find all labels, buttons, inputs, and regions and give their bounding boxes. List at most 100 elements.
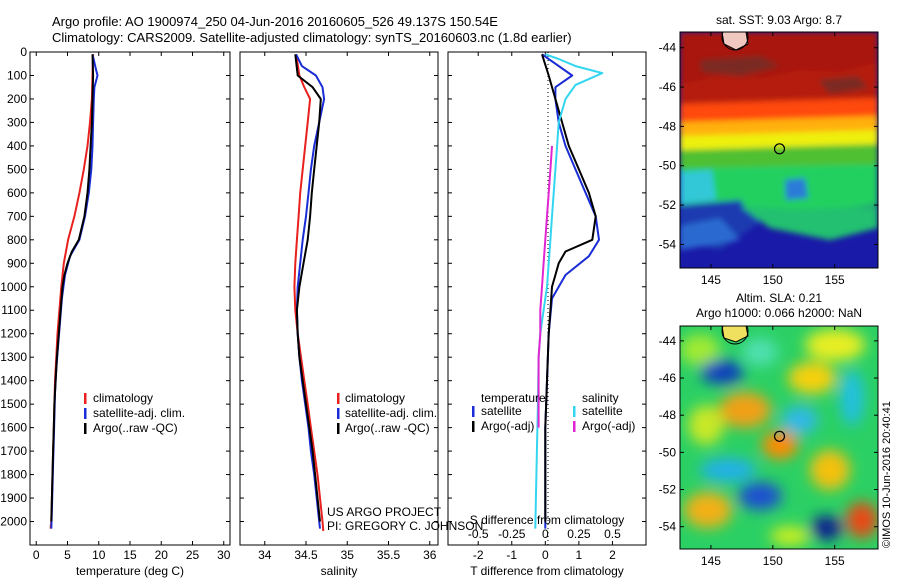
depth-tick-label: 500 bbox=[7, 162, 27, 176]
latitude-tick-label: -52 bbox=[659, 483, 677, 497]
legend-title-temperature: temperature bbox=[481, 391, 546, 405]
longitude-tick-label: 155 bbox=[825, 273, 845, 287]
x-tick-label: 30 bbox=[217, 548, 231, 562]
sst-map-axis-ticks: 145 150 155 -44 -46 -48 -50 -52 -54 bbox=[659, 32, 878, 287]
figure-title-line2: Climatology: CARS2009. Satellite-adjuste… bbox=[52, 30, 572, 45]
legend-label-climatology: climatology bbox=[93, 391, 153, 405]
series-line-argo-raw-qc bbox=[294, 54, 322, 522]
imos-credit: ©IMOS 10-Jun-2016 20:40:41 bbox=[881, 401, 893, 548]
legend-label-satellite: satellite-adj. clim. bbox=[345, 406, 437, 420]
series-line-climatology bbox=[49, 54, 95, 529]
temperature-xlabel: temperature (deg C) bbox=[76, 564, 184, 578]
legend-label-argo: Argo(..raw -QC) bbox=[345, 421, 430, 435]
series-line-t-argo-adj bbox=[541, 53, 597, 522]
series-line-satellite-adj-clim bbox=[295, 53, 326, 529]
series-line-climatology bbox=[293, 54, 325, 531]
depth-tick-label: 900 bbox=[7, 256, 27, 270]
temperature-legend: climatology satellite-adj. clim. Argo(..… bbox=[84, 391, 185, 435]
difference-legend: temperature salinity satellite Argo(-adj… bbox=[472, 391, 635, 433]
legend-title-salinity: salinity bbox=[582, 391, 619, 405]
latitude-tick-label: -54 bbox=[659, 237, 677, 251]
depth-tick-label: 100 bbox=[7, 68, 27, 82]
difference-profile-lines bbox=[534, 53, 604, 529]
depth-tick-label: 1800 bbox=[0, 468, 27, 482]
depth-tick-label: 1100 bbox=[1, 303, 27, 317]
depth-tick-label: 700 bbox=[7, 209, 27, 223]
latitude-tick-label: -54 bbox=[659, 520, 677, 534]
depth-tick-label: 2000 bbox=[0, 515, 27, 529]
depth-tick-label: 1400 bbox=[0, 374, 27, 388]
temperature-panel: 0100200300400500600700800900100011001200… bbox=[0, 45, 230, 578]
s-tick-label: 0.5 bbox=[604, 527, 621, 541]
series-line-argo-raw-qc bbox=[50, 54, 95, 522]
legend-label-argo: Argo(..raw -QC) bbox=[93, 421, 178, 435]
legend-swatch-t-satellite bbox=[472, 406, 475, 417]
depth-tick-label: 0 bbox=[20, 45, 27, 59]
longitude-tick-label: 145 bbox=[701, 554, 721, 568]
depth-tick-label: 1700 bbox=[0, 444, 27, 458]
x-tick-label: -2 bbox=[473, 548, 484, 562]
x-tick-label: 5 bbox=[64, 548, 71, 562]
legend-swatch-s-argo bbox=[573, 421, 576, 432]
depth-tick-label: 400 bbox=[7, 139, 27, 153]
longitude-tick-label: 150 bbox=[763, 273, 783, 287]
x-tick-label: 34 bbox=[258, 548, 272, 562]
series-line-t-satellite bbox=[541, 53, 600, 529]
legend-swatch-climatology bbox=[84, 393, 87, 404]
x-tick-label: 35 bbox=[341, 548, 355, 562]
depth-tick-label: 800 bbox=[7, 233, 27, 247]
salinity-xlabel: salinity bbox=[321, 564, 358, 578]
salinity-plot-frame bbox=[239, 51, 439, 546]
latitude-tick-label: -52 bbox=[659, 198, 677, 212]
longitude-tick-label: 155 bbox=[825, 554, 845, 568]
depth-tick-label: 600 bbox=[7, 186, 27, 200]
x-tick-label: 20 bbox=[155, 548, 169, 562]
s-tick-label: -0.25 bbox=[498, 527, 526, 541]
salinity-profile-lines bbox=[293, 53, 326, 531]
s-tick-label: -0.5 bbox=[468, 527, 489, 541]
project-pi: PI: GREGORY C. JOHNSON bbox=[327, 519, 483, 533]
sla-map-image bbox=[680, 326, 878, 549]
legend-label-satellite: satellite-adj. clim. bbox=[93, 406, 185, 420]
x-tick-label: 1 bbox=[576, 548, 583, 562]
sst-map-image bbox=[680, 32, 878, 268]
latitude-tick-label: -48 bbox=[659, 408, 677, 422]
depth-tick-label: 1200 bbox=[0, 327, 27, 341]
latitude-tick-label: -46 bbox=[659, 371, 677, 385]
project-name: US ARGO PROJECT bbox=[327, 505, 442, 519]
salinity-axis-ticks: 34 34.5 35 35.5 36 bbox=[240, 51, 438, 562]
sst-map-title: sat. SST: 9.03 Argo: 8.7 bbox=[716, 13, 842, 27]
legend-swatch-climatology bbox=[337, 393, 340, 404]
s-difference-xlabel: S difference from climatology bbox=[470, 513, 625, 527]
x-tick-label: -1 bbox=[506, 548, 517, 562]
sla-map-axis-ticks: 145 150 155 -44 -46 -48 -50 -52 -54 bbox=[659, 326, 878, 568]
legend-label-t-argo: Argo(-adj) bbox=[481, 419, 534, 433]
legend-swatch-satellite bbox=[84, 408, 87, 419]
s-tick-label: 0.25 bbox=[567, 527, 591, 541]
sla-map-subtitle: Argo h1000: 0.066 h2000: NaN bbox=[696, 306, 862, 320]
legend-label-s-argo: Argo(-adj) bbox=[582, 419, 635, 433]
salinity-legend: climatology satellite-adj. clim. Argo(..… bbox=[337, 391, 437, 435]
depth-tick-label: 1000 bbox=[0, 280, 27, 294]
legend-swatch-t-argo bbox=[472, 421, 475, 432]
x-tick-label: 34.5 bbox=[294, 548, 318, 562]
x-tick-label: 0 bbox=[33, 548, 40, 562]
depth-tick-label: 200 bbox=[7, 92, 27, 106]
figure-title-line1: Argo profile: AO 1900974_250 04-Jun-2016… bbox=[52, 14, 498, 29]
depth-tick-label: 300 bbox=[7, 115, 27, 129]
sla-map-panel: Altim. SLA: 0.21 Argo h1000: 0.066 h2000… bbox=[659, 291, 879, 568]
series-line-s-argo-adj bbox=[537, 145, 553, 428]
legend-swatch-argo bbox=[337, 423, 340, 434]
legend-label-s-satellite: satellite bbox=[582, 404, 623, 418]
sla-map-title: Altim. SLA: 0.21 bbox=[736, 291, 822, 305]
longitude-tick-label: 145 bbox=[701, 273, 721, 287]
argo-float-marker bbox=[773, 430, 786, 442]
x-tick-label: 10 bbox=[92, 548, 106, 562]
x-tick-label: 36 bbox=[423, 548, 437, 562]
salinity-panel: 34 34.5 35 35.5 36 salinity climatology sate… bbox=[239, 51, 483, 578]
difference-plot-frame bbox=[447, 51, 647, 546]
t-difference-xlabel: T difference from climatology bbox=[470, 564, 624, 578]
temperature-profile-lines bbox=[49, 54, 99, 529]
latitude-tick-label: -46 bbox=[659, 80, 677, 94]
sst-map-frame bbox=[679, 31, 879, 269]
